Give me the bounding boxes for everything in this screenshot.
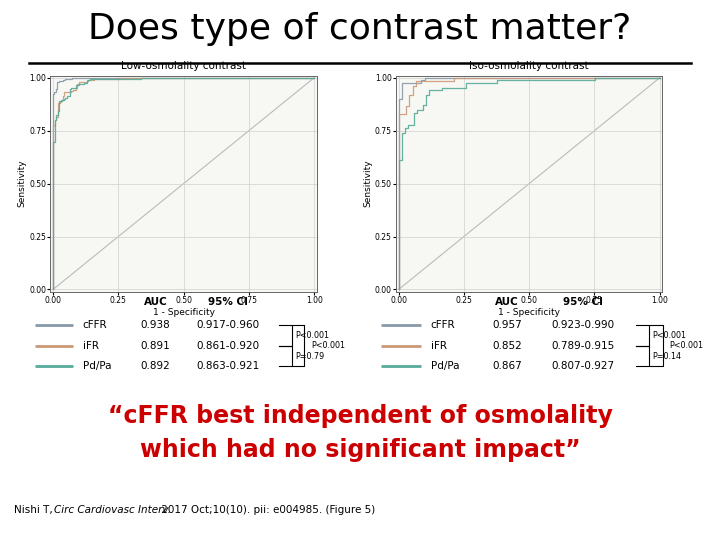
Text: 95% CI: 95% CI	[208, 297, 248, 307]
Text: cFFR: cFFR	[83, 320, 107, 330]
Text: 0.891: 0.891	[140, 341, 171, 351]
Text: AUC: AUC	[144, 297, 167, 307]
Text: 0.923-0.990: 0.923-0.990	[552, 320, 615, 330]
Text: Does type of contrast matter?: Does type of contrast matter?	[89, 12, 631, 45]
Y-axis label: Sensitivity: Sensitivity	[363, 160, 372, 207]
Text: 0.938: 0.938	[140, 320, 171, 330]
Text: Circ Cardiovasc Interv.: Circ Cardiovasc Interv.	[54, 505, 171, 515]
Text: P<0.001: P<0.001	[669, 341, 703, 350]
Text: P<0.001: P<0.001	[295, 331, 329, 340]
Text: 95% CI: 95% CI	[563, 297, 603, 307]
Text: iFR: iFR	[431, 341, 446, 351]
Text: P=0.79: P=0.79	[295, 352, 324, 361]
Text: P<0.001: P<0.001	[652, 331, 687, 340]
Text: AUC: AUC	[495, 297, 518, 307]
Text: iFR: iFR	[83, 341, 99, 351]
Text: 0.863-0.921: 0.863-0.921	[197, 361, 260, 372]
Text: 0.852: 0.852	[492, 341, 522, 351]
Text: 0.861-0.920: 0.861-0.920	[197, 341, 260, 351]
Text: “cFFR best independent of osmolality
which had no significant impact”: “cFFR best independent of osmolality whi…	[107, 404, 613, 462]
Text: P=0.14: P=0.14	[652, 352, 682, 361]
Text: 0.917-0.960: 0.917-0.960	[197, 320, 260, 330]
Text: 0.807-0.927: 0.807-0.927	[552, 361, 615, 372]
X-axis label: 1 - Specificity: 1 - Specificity	[153, 308, 215, 316]
Text: 0.867: 0.867	[492, 361, 522, 372]
Text: cFFR: cFFR	[431, 320, 455, 330]
Text: 2017 Oct;10(10). pii: e004985. (Figure 5): 2017 Oct;10(10). pii: e004985. (Figure 5…	[158, 505, 376, 515]
Text: Pd/Pa: Pd/Pa	[83, 361, 111, 372]
Text: P<0.001: P<0.001	[311, 341, 345, 350]
Y-axis label: Sensitivity: Sensitivity	[17, 160, 27, 207]
Text: Pd/Pa: Pd/Pa	[431, 361, 459, 372]
Text: 0.957: 0.957	[492, 320, 522, 330]
Title: Iso-osmolality contrast: Iso-osmolality contrast	[469, 60, 589, 71]
X-axis label: 1 - Specificity: 1 - Specificity	[498, 308, 560, 316]
Text: Nishi T,: Nishi T,	[14, 505, 56, 515]
Text: 0.789-0.915: 0.789-0.915	[552, 341, 615, 351]
Title: Low-osmolality contrast: Low-osmolality contrast	[121, 60, 246, 71]
Text: 0.892: 0.892	[140, 361, 171, 372]
